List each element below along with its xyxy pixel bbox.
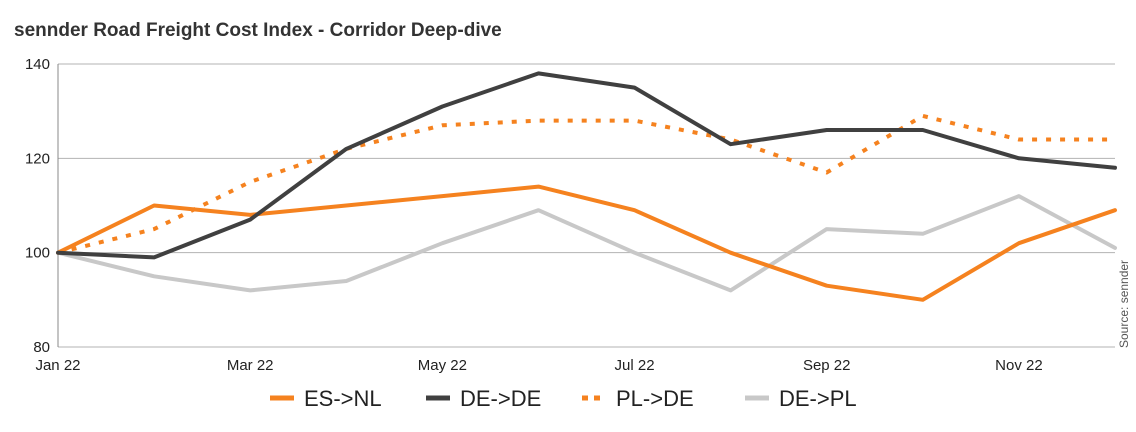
series-line-de-pl — [56, 194, 1117, 293]
x-tick-label: Jan 22 — [35, 357, 80, 374]
series-lines — [56, 71, 1117, 302]
series-line-pl-de — [57, 113, 1115, 255]
x-tick-label: Mar 22 — [227, 357, 274, 374]
legend-label-de-pl: DE->PL — [779, 386, 857, 411]
gridlines — [57, 63, 1115, 348]
series-line-es-nl — [56, 184, 1117, 302]
x-axis-ticks: Jan 22 Mar 22 May 22 Jul 22 Sep 22 Nov 22 — [35, 357, 1042, 374]
legend-label-pl-de: PL->DE — [616, 386, 694, 411]
legend-label-de-de: DE->DE — [460, 386, 541, 411]
x-tick-label: Sep 22 — [803, 357, 851, 374]
y-tick-label: 140 — [25, 56, 50, 73]
y-tick-label: 100 — [25, 245, 50, 262]
x-tick-label: Jul 22 — [615, 357, 655, 374]
source-note: Source: sennder — [1117, 260, 1131, 348]
y-tick-label: 80 — [33, 339, 50, 356]
x-tick-label: Nov 22 — [995, 357, 1043, 374]
y-tick-label: 120 — [25, 150, 50, 167]
series-line-de-de — [56, 71, 1117, 260]
chart-title: sennder Road Freight Cost Index - Corrid… — [14, 20, 502, 41]
x-tick-label: May 22 — [418, 357, 467, 374]
legend: ES->NL DE->DE PL->DE DE->PL — [270, 386, 857, 411]
legend-label-es-nl: ES->NL — [304, 386, 382, 411]
y-axis-ticks: 80 100 120 140 — [25, 56, 50, 356]
